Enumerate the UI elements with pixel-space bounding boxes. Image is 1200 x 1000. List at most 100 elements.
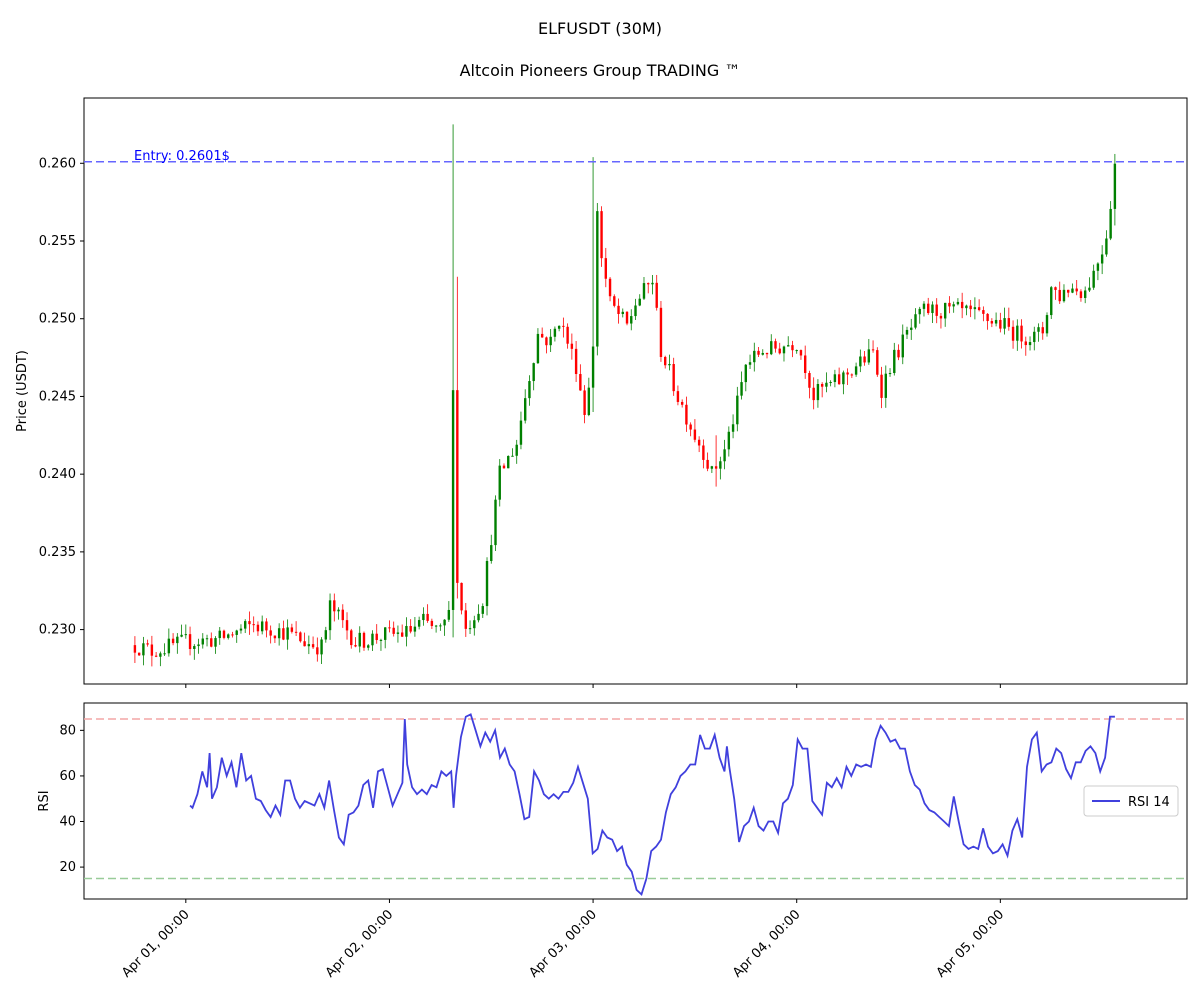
candle-body <box>413 626 417 632</box>
candle-body <box>600 211 603 259</box>
candle-body <box>863 356 866 363</box>
candle-body <box>901 334 904 358</box>
candle-body <box>214 638 217 647</box>
rsi-line <box>189 713 1115 897</box>
candle-body <box>176 636 179 644</box>
candle-body <box>1054 287 1057 290</box>
candle-body <box>693 429 697 440</box>
candle-body <box>532 363 535 382</box>
entry-label: Entry: 0.2601$ <box>134 149 230 164</box>
candle-body <box>791 345 794 351</box>
candle-body <box>507 456 510 469</box>
candle-body <box>613 296 616 306</box>
candle-body <box>837 374 841 385</box>
candle-body <box>477 613 480 621</box>
candle-body <box>846 372 849 375</box>
candle-body <box>409 625 412 632</box>
x-tick-label: Apr 02, 00:00 <box>323 907 396 980</box>
candle-body <box>884 373 887 398</box>
candle-body <box>812 387 815 401</box>
price-panel: 0.230 0.235 0.240 0.245 0.250 0.255 0.260 Entr… <box>15 97 1188 688</box>
candle-body <box>702 445 705 460</box>
x-tick-label: Apr 01, 00:00 <box>119 907 192 980</box>
candle-body <box>859 356 862 367</box>
rsi-y-axis-label: RSI <box>37 790 52 811</box>
candle-body <box>384 627 387 640</box>
candle-body <box>910 327 913 330</box>
candle-body <box>1109 208 1112 239</box>
candle-body <box>647 283 650 285</box>
candle-body <box>778 348 781 354</box>
rsi-y-tick-label: 40 <box>59 815 76 830</box>
x-tick-label: Apr 04, 00:00 <box>730 907 803 980</box>
candle-body <box>990 321 994 324</box>
rsi-y-axis: 20 40 60 80 <box>59 723 84 875</box>
candle-body <box>931 304 934 314</box>
candle-body <box>727 431 731 450</box>
candle-body <box>965 305 968 309</box>
candle-body <box>328 600 332 631</box>
candle-body <box>680 401 684 405</box>
candle-body <box>184 634 188 636</box>
price-y-tick-label: 0.250 <box>39 312 76 327</box>
candle-body <box>1033 331 1036 343</box>
candle-body <box>205 638 209 640</box>
candle-body <box>651 282 654 285</box>
candle-body <box>502 465 506 469</box>
candle-body <box>1058 289 1061 302</box>
candle-body <box>1075 288 1078 292</box>
candle-body <box>163 653 166 655</box>
rsi-panel-frame <box>83 702 1188 900</box>
candle-body <box>876 350 879 375</box>
candle-body <box>324 630 328 640</box>
candle-body <box>388 627 391 629</box>
candle-body <box>591 346 595 388</box>
candle-body <box>1020 325 1023 342</box>
candle-body <box>617 305 620 315</box>
candle-body <box>137 652 141 656</box>
candle-body <box>731 424 735 432</box>
candle-body <box>642 283 646 299</box>
candle-body <box>625 311 629 324</box>
candle-body <box>447 609 451 620</box>
price-y-tick-label: 0.240 <box>39 467 76 482</box>
candle-body <box>218 630 221 639</box>
candle-body <box>816 383 820 401</box>
candle-body <box>969 305 972 310</box>
candle-body <box>307 644 311 647</box>
rsi-y-tick-label: 60 <box>59 769 76 784</box>
price-y-axis: 0.230 0.235 0.240 0.245 0.250 0.255 0.260 <box>39 156 84 638</box>
candle-body <box>668 364 671 366</box>
price-y-axis-label: Price (USDT) <box>15 350 30 432</box>
candle-body <box>697 439 701 446</box>
price-y-tick-label: 0.235 <box>39 545 76 560</box>
candle-body <box>973 307 977 310</box>
candle-body <box>273 635 277 639</box>
candle-body <box>265 621 268 631</box>
candle-body <box>371 633 374 646</box>
price-y-tick-label: 0.260 <box>39 156 76 171</box>
candle-body <box>286 627 289 640</box>
candle-body <box>490 545 493 561</box>
candle-body <box>392 627 395 634</box>
candle-body <box>422 613 425 621</box>
candle-body <box>710 466 714 469</box>
price-x-ticks <box>185 684 1001 688</box>
candle-body <box>719 461 722 469</box>
candle-body <box>498 465 501 500</box>
candle-body <box>396 632 400 634</box>
candle-body <box>201 638 204 645</box>
candle-body <box>197 644 200 647</box>
candle-body <box>1007 318 1011 327</box>
candle-body <box>655 282 658 308</box>
candle-body <box>375 633 378 641</box>
candle-body <box>248 621 251 625</box>
candle-body <box>299 632 302 642</box>
candle-body <box>867 349 871 363</box>
candle-body <box>753 350 756 363</box>
candle-body <box>528 381 531 399</box>
candle-body <box>774 341 777 349</box>
candle-body <box>638 298 641 306</box>
candle-body <box>608 278 612 297</box>
